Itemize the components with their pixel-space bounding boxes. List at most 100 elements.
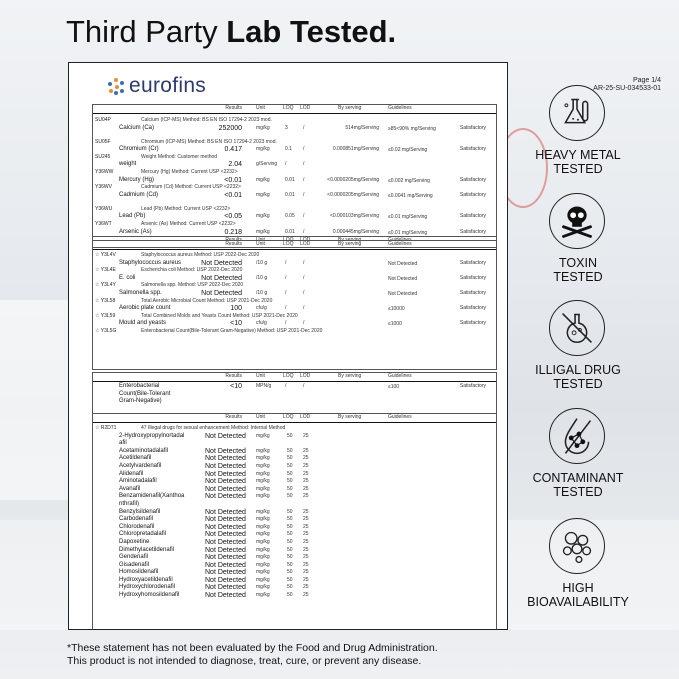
loq: 3 bbox=[285, 124, 288, 131]
badge-label-line-1: TOXIN bbox=[559, 256, 597, 270]
skull-icon bbox=[549, 193, 605, 249]
method-description: Staphylococcus aureus Method: USP 2022-D… bbox=[141, 252, 260, 258]
badge-label-line-2: TESTED bbox=[553, 270, 603, 284]
result-value: Not Detected bbox=[205, 485, 246, 493]
result-value: <10 bbox=[230, 320, 242, 328]
badge-label-line-1: CONTAMINANT bbox=[532, 471, 624, 485]
test-code: ☆ R2D71 bbox=[95, 425, 117, 431]
result-value: 252000 bbox=[218, 124, 242, 132]
table-header: Results Unit LOQ LOD By serving Guidelines bbox=[93, 373, 496, 382]
result-row: afil bbox=[93, 440, 496, 448]
title-bold: Lab Tested. bbox=[226, 14, 397, 49]
unit: mg/kg bbox=[256, 470, 270, 477]
title-regular: Third Party bbox=[66, 14, 227, 49]
unit: mg/kg bbox=[256, 124, 270, 131]
col-by-serving: By serving bbox=[338, 241, 362, 247]
method-row: Y36WU Lead (Pb) Method: Current USP <2232… bbox=[93, 206, 496, 214]
no-drug-icon bbox=[549, 300, 605, 356]
unit: mg/kg bbox=[256, 493, 270, 500]
result-row: Carbodenafil Not Detected mg/kg 50 25 bbox=[93, 516, 496, 524]
status-satisfactory: Satisfactory bbox=[459, 124, 486, 131]
logo-dots-icon bbox=[108, 77, 125, 95]
lod: 25 bbox=[303, 531, 309, 538]
analyte-name: afil bbox=[119, 440, 127, 447]
loq: 50 bbox=[287, 538, 293, 545]
guideline: ≤0.01 mg/Serving bbox=[388, 229, 428, 236]
loq: 50 bbox=[287, 470, 293, 477]
guideline: Not Detected bbox=[388, 260, 418, 267]
analyte-name: Alidenafil bbox=[119, 470, 144, 477]
loq: 50 bbox=[287, 508, 293, 515]
guideline: Not Detected bbox=[388, 275, 418, 282]
guideline: ≤1000 bbox=[388, 321, 402, 328]
lod: / bbox=[303, 228, 305, 235]
loq: 50 bbox=[287, 592, 293, 599]
result-value: Not Detected bbox=[205, 538, 246, 546]
method-row: ☆ Y3L4Y Salmonella spp. Method: USP 2022-… bbox=[93, 282, 496, 290]
result-row: Chlorodenafil Not Detected mg/kg 50 25 bbox=[93, 524, 496, 532]
test-code: SU05F bbox=[95, 138, 111, 145]
enterobacterial-table: Results Unit LOQ LOD By serving Guidelines Ent… bbox=[92, 372, 497, 414]
lod: 25 bbox=[303, 592, 309, 599]
result-value: Not Detected bbox=[205, 447, 246, 455]
badge-label-line-1: HEAVY METAL bbox=[535, 148, 621, 162]
badge-label: CONTAMINANT TESTED bbox=[518, 471, 638, 499]
eurofins-logo: eurofins bbox=[108, 74, 206, 98]
lod: 25 bbox=[303, 493, 309, 500]
status-satisfactory: Satisfactory bbox=[459, 146, 486, 153]
lod: / bbox=[303, 274, 305, 281]
result-value: <0.01 bbox=[224, 176, 242, 184]
col-unit: Unit bbox=[256, 105, 265, 111]
result-row: Dimethylacetildenafil Not Detected mg/kg 50… bbox=[93, 547, 496, 555]
analyte-name: Hydroxyacetildenafil bbox=[119, 576, 173, 583]
badge-label: TOXIN TESTED bbox=[518, 256, 638, 284]
method-description: Chromium (ICP-MS) Method: BS EN ISO 1729… bbox=[141, 138, 277, 145]
result-value: 0.417 bbox=[224, 146, 242, 154]
analyte-name: Hydroxyhomosildenafil bbox=[119, 592, 180, 599]
method-description: Total Aerobic Microbial Count Method: US… bbox=[141, 297, 273, 304]
unit: /10 g bbox=[256, 289, 268, 296]
result-row: Acetildenafil Not Detected mg/kg 50 25 bbox=[93, 455, 496, 463]
analyte-name: Avanafil bbox=[119, 485, 141, 492]
status-satisfactory: Satisfactory bbox=[459, 191, 486, 198]
analyte-name: Dapoxetine bbox=[119, 538, 150, 545]
lod: 25 bbox=[303, 462, 309, 469]
method-description: Escherichia coli Method: USP 2022-Dec 20… bbox=[141, 267, 243, 274]
method-description: Lead (Pb) Method: Current USP <2232> bbox=[141, 205, 231, 212]
disclaimer-line-1: *These statement has not been evaluated … bbox=[67, 642, 438, 654]
analyte-name: Lead (Pb) bbox=[119, 213, 146, 220]
status-satisfactory: Satisfactory bbox=[459, 383, 486, 389]
loq: 50 bbox=[287, 447, 293, 454]
loq: 0.01 bbox=[285, 176, 295, 183]
badge-label: ILLIGAL DRUG TESTED bbox=[518, 363, 638, 391]
result-value: Not Detected bbox=[205, 546, 246, 554]
method-description: Arsenic (As) Method: Current USP <2232> bbox=[141, 220, 236, 227]
guideline: ≤0.002 mg/Serving bbox=[388, 177, 430, 184]
col-guidelines: Guidelines bbox=[388, 105, 412, 111]
loq: 50 bbox=[287, 455, 293, 462]
lod: / bbox=[303, 213, 305, 220]
result-value: Not Detected bbox=[205, 531, 246, 539]
method-description: Enterobacterial Count(Bile-Tolerant Gram… bbox=[141, 327, 323, 334]
microbiology-table: Results Unit LOQ LOD By serving Guidelines ☆ Y… bbox=[92, 240, 497, 370]
status-satisfactory: Satisfactory bbox=[459, 289, 486, 296]
lod: / bbox=[303, 191, 305, 198]
loq: 50 bbox=[287, 546, 293, 553]
result-row: 2-Hydroxypropylnortadal Not Detected mg/kg… bbox=[93, 433, 496, 441]
analyte-name: nthrafil) bbox=[119, 500, 140, 507]
by-serving: <0.0000205mg/Serving bbox=[327, 176, 379, 183]
lod: / bbox=[303, 161, 305, 168]
result-row: Acetylvardenafil Not Detected mg/kg 50 25 bbox=[93, 463, 496, 471]
unit: mg/kg bbox=[256, 447, 270, 454]
method-row: Y36WV Cadmium (Cd) Method: Current USP <2… bbox=[93, 184, 496, 192]
guideline: ≤0.02 mg/Serving bbox=[388, 147, 428, 154]
method-description: Cadmium (Cd) Method: Current USP <2232> bbox=[141, 184, 241, 191]
lod: 25 bbox=[303, 584, 309, 591]
loq: / bbox=[285, 274, 287, 281]
lod: / bbox=[303, 146, 305, 153]
unit: mg/kg bbox=[256, 531, 270, 538]
guideline: ≤0.01 mg/Serving bbox=[388, 214, 428, 221]
loq: 50 bbox=[287, 432, 293, 439]
page-title: Third Party Lab Tested. bbox=[66, 14, 396, 50]
contaminant-icon bbox=[549, 408, 605, 464]
